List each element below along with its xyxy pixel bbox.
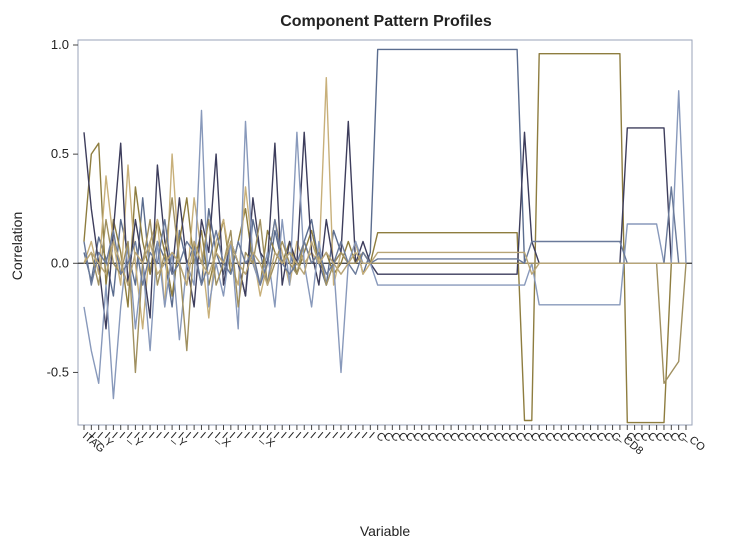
x-tick-label: I [249,430,259,441]
chart-title: Component Pattern Profiles [280,13,492,30]
y-tick-label: 0.0 [51,255,69,270]
x-tick-label: I [234,430,244,441]
x-tick-label: I [286,430,296,441]
x-axis-label: Variable [360,523,411,539]
x-tick-label: I [190,430,200,441]
x-tick-label: I [131,430,141,441]
x-tick-label: I [198,430,208,441]
x-tick-label: I [220,430,230,441]
series-line-4 [83,120,686,330]
x-tick-label: I [205,430,215,441]
series-line-8 [83,240,686,286]
x-tick-label: I [146,430,156,441]
y-tick-label: -0.5 [47,364,69,379]
x-tick-label: I [308,430,318,441]
x-tick-label: I [153,430,163,441]
x-tick-label: I [330,430,340,441]
series-line-5 [83,90,687,400]
x-tick-label: I [109,430,119,441]
x-tick-label: I [293,430,303,441]
x-tick-label: I [300,430,310,441]
y-tick-label: 1.0 [51,37,69,52]
x-tick-label: I [359,430,369,441]
x-tick-label: I [278,430,288,441]
y-axis: 1.0 0.5 0.0 -0.5 [47,37,78,379]
x-tick-label: I [102,430,112,441]
x-axis: ITAGII_YIIII_YIIIIII_YIIIIII_XIIIIII_XII… [80,425,707,457]
x-tick-label: I [227,430,237,441]
x-tick-label: I [139,430,149,441]
y-axis-label: Correlation [9,212,25,280]
series-line-2 [83,53,686,424]
x-tick-label: I [264,430,274,441]
series-line-7 [83,186,686,286]
x-tick-label: I [176,430,186,441]
x-tick-label: I [315,430,325,441]
x-tick-label: I [117,430,127,441]
x-tick-label: I [271,430,281,441]
x-tick-label: I [161,430,171,441]
x-tick-label: I [352,430,362,441]
x-tick-label: I [183,430,193,441]
x-tick-label: I [322,430,332,441]
x-tick-label: I [366,430,376,441]
y-tick-label: 0.5 [51,146,69,161]
x-tick-label: I [344,430,354,441]
series-lines [78,48,692,424]
x-tick-label: I [242,430,252,441]
x-tick-label: I [87,430,97,441]
x-tick-label: I [337,430,347,441]
